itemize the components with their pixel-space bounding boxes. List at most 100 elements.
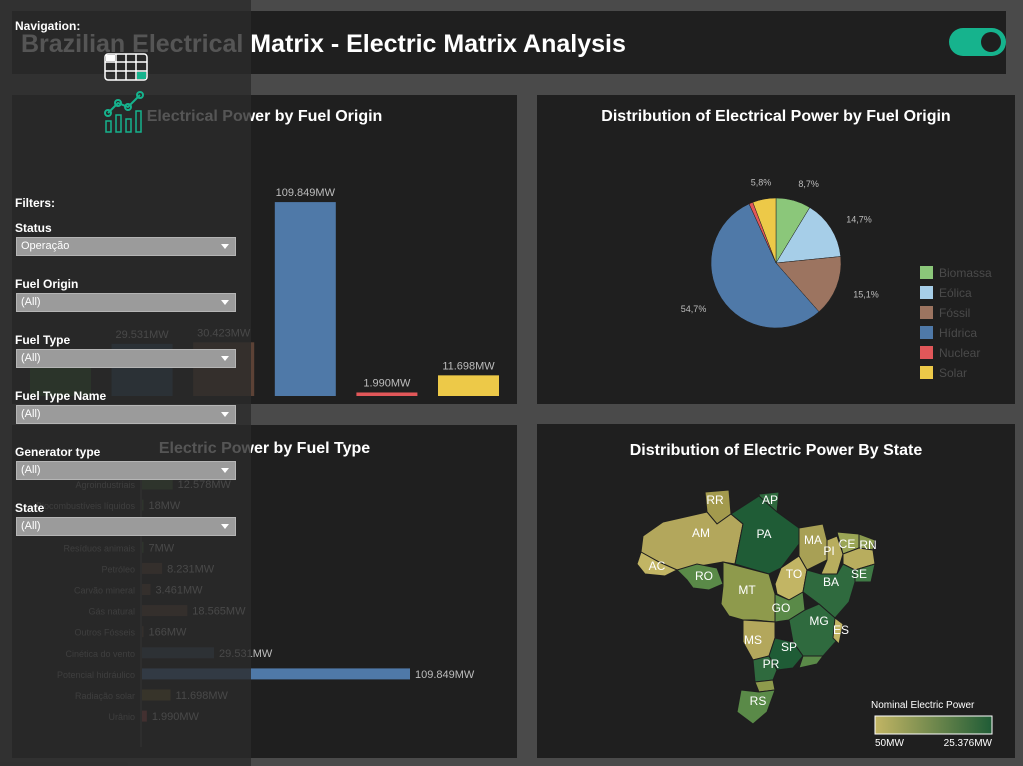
- legend-swatch-0: [920, 266, 933, 279]
- filters-label: Filters:: [15, 196, 56, 210]
- state-label-pi: PI: [823, 544, 834, 558]
- navigation-label: Navigation:: [15, 19, 81, 33]
- toggle-knob: [981, 32, 1001, 52]
- filter-status-label: Status: [15, 221, 52, 235]
- filter-generator-type-select[interactable]: (All): [16, 461, 236, 480]
- state-label-es: ES: [833, 623, 849, 637]
- state-label-mg: MG: [809, 614, 828, 628]
- filter-fuel-origin-value: (All): [21, 296, 41, 308]
- filter-status-value: Operação: [21, 240, 70, 252]
- state-label-se: SE: [851, 567, 867, 581]
- state-ro[interactable]: [676, 563, 724, 591]
- state-label-sp: SP: [781, 640, 797, 654]
- legend-label: Solar: [939, 366, 967, 380]
- state-label-ms: MS: [744, 633, 762, 647]
- state-label-ac: AC: [649, 559, 666, 573]
- filter-state-select[interactable]: (All): [16, 517, 236, 536]
- state-label-rr: RR: [706, 493, 724, 507]
- hbar-value-label: 109.849MW: [415, 669, 475, 681]
- chevron-down-icon: [221, 468, 229, 473]
- pie-value-label: 8,7%: [798, 179, 819, 189]
- bar-3: [274, 202, 336, 396]
- bar-value-label: 11.698MW: [442, 360, 495, 372]
- filter-fuel-type-name-label: Fuel Type Name: [15, 389, 107, 403]
- brazil-map: RR AP AM PA MA CE RN PI AC RO TO BA SE MT GO MG ES MS SPPR…: [636, 489, 993, 749]
- pie-slice-5: [752, 197, 777, 264]
- state-pa[interactable]: [730, 495, 800, 575]
- map-legend-min: 50MW: [875, 738, 904, 749]
- bar-value-label: 1.990MW: [363, 377, 411, 389]
- chevron-down-icon: [221, 524, 229, 529]
- pie-value-label: 15,1%: [853, 289, 879, 299]
- filter-fuel-type-name-select[interactable]: (All): [16, 405, 236, 424]
- calendar-grid-icon[interactable]: [104, 53, 148, 86]
- state-ac[interactable]: [636, 551, 679, 577]
- state-label-to: TO: [786, 567, 802, 581]
- state-label-ce: CE: [839, 537, 856, 551]
- legend-swatch-2: [920, 306, 933, 319]
- filter-sidebar: Navigation:: [0, 0, 251, 766]
- state-label-go: GO: [772, 601, 791, 615]
- state-es[interactable]: [832, 617, 844, 646]
- map-legend-title: Nominal Electric Power: [871, 700, 975, 711]
- map-state-labels: RR AP AM PA MA CE RN PI AC RO TO BA SE MT GO MG ES MS SPPR…: [649, 493, 877, 708]
- state-ma[interactable]: [798, 523, 828, 571]
- pie-value-label: 14,7%: [846, 215, 872, 225]
- filter-generator-type-value: (All): [21, 464, 41, 476]
- legend-label: Eólica: [939, 286, 972, 300]
- state-label-ro: RO: [695, 569, 713, 583]
- legend-swatch-4: [920, 346, 933, 359]
- theme-toggle[interactable]: [949, 28, 1006, 56]
- map-states: [636, 489, 876, 725]
- state-pr[interactable]: [752, 655, 778, 683]
- bar-5: [438, 375, 499, 396]
- filter-state-label: State: [15, 501, 45, 515]
- filter-fuel-type-value: (All): [21, 352, 41, 364]
- state-label-mt: MT: [738, 583, 756, 597]
- bar-category-label: Nuclear: [366, 403, 407, 404]
- map-legend-gradient: [874, 715, 993, 735]
- state-rs[interactable]: [736, 689, 776, 725]
- pie-slice-2: [775, 256, 842, 313]
- hbar-9: [142, 668, 410, 680]
- legend-label: Biomassa: [939, 266, 992, 280]
- filter-generator-type-label: Generator type: [15, 445, 101, 459]
- legend-swatch-5: [920, 366, 933, 379]
- filter-state-value: (All): [21, 520, 41, 532]
- legend-swatch-1: [920, 286, 933, 299]
- state-ba[interactable]: [802, 563, 856, 619]
- filter-fuel-origin-select[interactable]: (All): [16, 293, 236, 312]
- filter-fuel-type-label: Fuel Type: [15, 333, 71, 347]
- chevron-down-icon: [221, 412, 229, 417]
- chevron-down-icon: [221, 356, 229, 361]
- pie-value-label: 5,8%: [751, 177, 772, 187]
- map-panel: Distribution of Electric Power By State: [537, 424, 1015, 758]
- state-label-pr: PR: [763, 657, 780, 671]
- bar-4: [356, 392, 418, 396]
- map-legend-max: 25.376MW: [944, 738, 993, 749]
- filter-fuel-origin-label: Fuel Origin: [15, 277, 79, 291]
- line-bar-chart-icon[interactable]: [104, 91, 150, 138]
- filter-status-select[interactable]: Operação: [16, 237, 236, 256]
- state-label-am: AM: [692, 526, 710, 540]
- state-label-rs: RS: [750, 694, 767, 708]
- bar-category-label: Hídrica: [286, 403, 324, 404]
- legend-label: Nuclear: [939, 346, 980, 360]
- pie-chart: 8,7% 14,7% 15,1% 54,7% 5,8% Biomassa Eólica Fós…: [681, 177, 992, 380]
- filter-fuel-type-select[interactable]: (All): [16, 349, 236, 368]
- state-am[interactable]: [640, 511, 744, 571]
- chevron-down-icon: [221, 300, 229, 305]
- legend-label: Hídrica: [939, 326, 977, 340]
- state-label-ma: MA: [804, 533, 822, 547]
- bar-value-label: 109.849MW: [276, 187, 336, 199]
- pie-slice-1: [775, 207, 841, 264]
- filter-fuel-type-name-value: (All): [21, 408, 41, 420]
- legend-swatch-3: [920, 326, 933, 339]
- pie-slice-3: [710, 203, 820, 329]
- state-label-rn: RN: [859, 538, 876, 552]
- legend-label: Fóssil: [939, 306, 970, 320]
- chevron-down-icon: [221, 244, 229, 249]
- state-rj[interactable]: [798, 655, 824, 669]
- state-label-pa: PA: [756, 527, 771, 541]
